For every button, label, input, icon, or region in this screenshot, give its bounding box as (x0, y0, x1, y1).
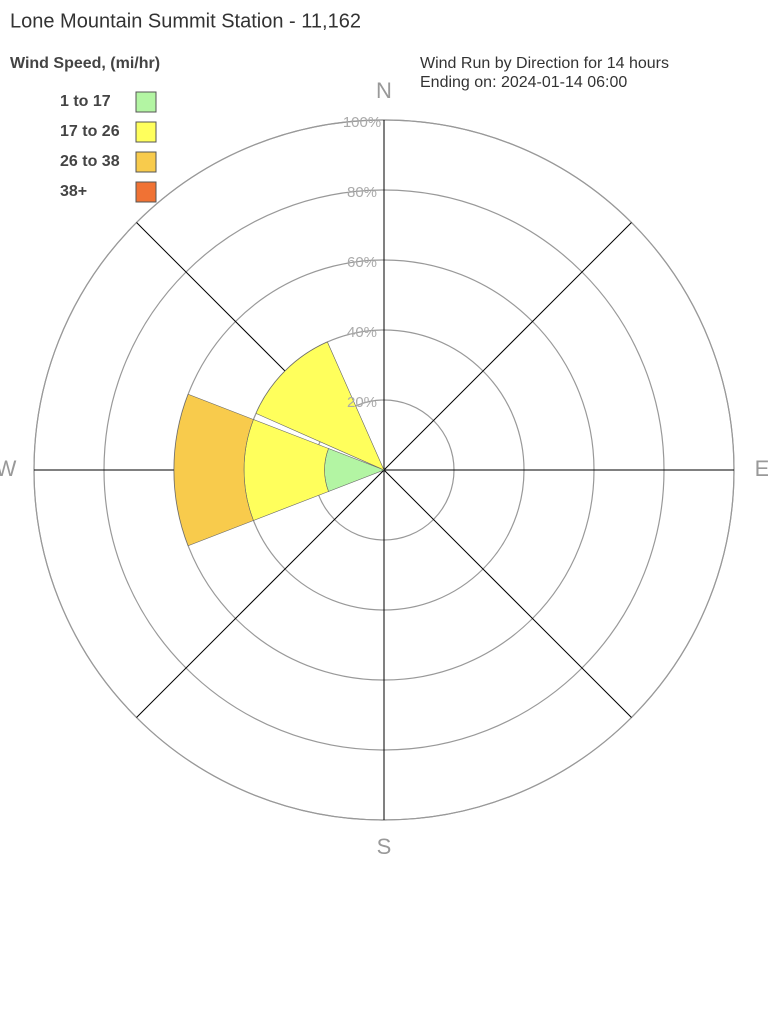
legend-label: 26 to 38 (60, 153, 120, 170)
r-tick-label: 20% (347, 394, 377, 411)
direction-label: N (376, 78, 392, 103)
direction-label: S (377, 834, 392, 859)
subtitle: Ending on: 2024-01-14 06:00 (420, 74, 627, 91)
legend-label: 17 to 26 (60, 123, 120, 140)
legend-label: 1 to 17 (60, 93, 111, 110)
direction-label: E (755, 456, 768, 481)
spoke (383, 222, 632, 471)
legend-swatch (135, 151, 157, 173)
spoke (136, 469, 385, 718)
direction-label: W (0, 456, 17, 481)
subtitle: Wind Run by Direction for 14 hours (420, 55, 669, 72)
r-tick-label: 80% (347, 184, 377, 201)
r-tick-label: 40% (347, 324, 377, 341)
r-tick-label: 60% (347, 254, 377, 271)
spoke (383, 469, 632, 718)
legend-label: 38+ (60, 183, 87, 200)
legend-title: Wind Speed, (mi/hr) (10, 55, 160, 72)
legend-swatch (135, 121, 157, 143)
chart-title: Lone Mountain Summit Station - 11,162 (10, 10, 361, 32)
sector (255, 341, 385, 471)
legend-swatch (135, 91, 157, 113)
r-tick-label: 100% (343, 114, 381, 131)
legend-swatch (135, 181, 157, 203)
sector (173, 393, 254, 547)
